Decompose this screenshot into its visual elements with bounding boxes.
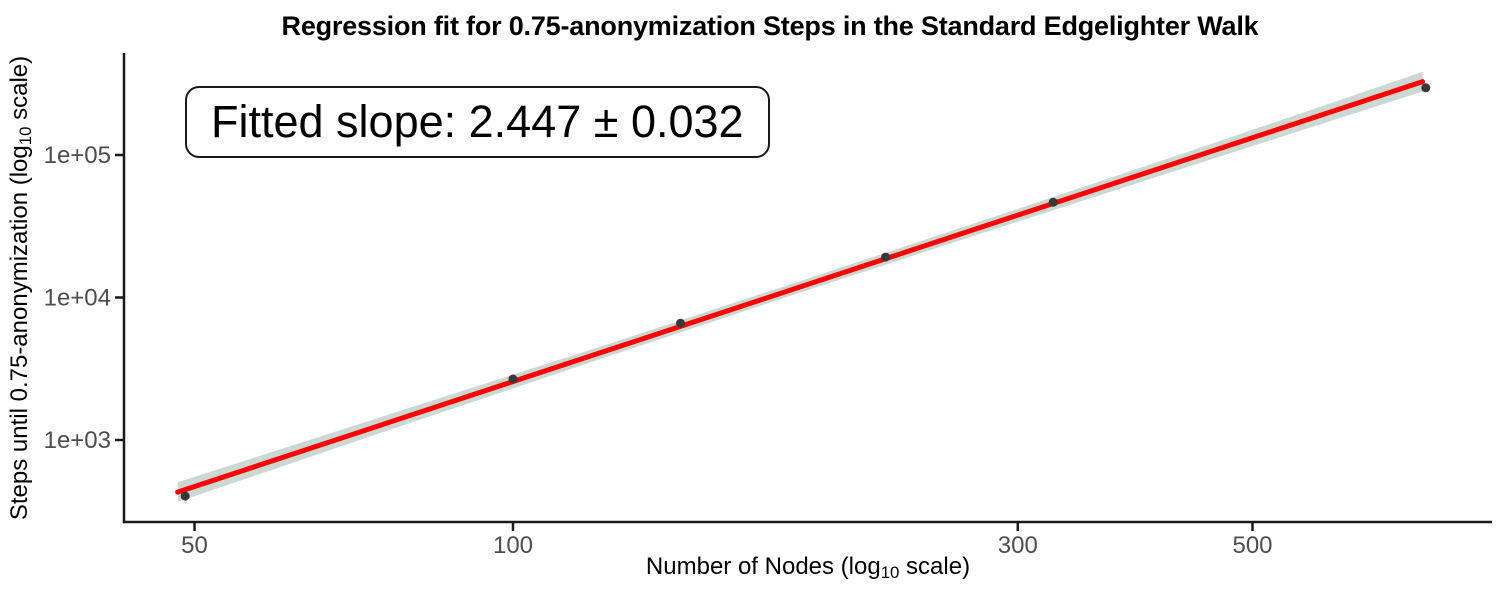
data-point [508, 374, 518, 384]
x-tick-label: 50 [181, 532, 208, 559]
fit-line [175, 79, 1426, 495]
data-point [1421, 83, 1431, 93]
x-tick-label: 300 [998, 532, 1038, 559]
x-tick-label: 500 [1232, 532, 1272, 559]
fitted-slope-text: Fitted slope: 2.447 ± 0.032 [211, 96, 744, 147]
x-axis-title: Number of Nodes (log10 scale) [124, 553, 1492, 583]
x-axis-title-subscript: 10 [880, 563, 900, 583]
y-tick-label: 1e+05 [44, 142, 111, 169]
data-point [881, 252, 891, 262]
x-tick-label: 100 [493, 532, 533, 559]
y-tick-label: 1e+03 [44, 427, 111, 454]
chart-title: Regression fit for 0.75-anonymization St… [281, 11, 1259, 41]
data-point [180, 491, 190, 501]
x-axis-title-suffix: scale) [899, 553, 971, 580]
data-point [1048, 197, 1058, 207]
fitted-slope-annotation: Fitted slope: 2.447 ± 0.032 [185, 86, 770, 158]
x-axis-title-text: Number of Nodes (log [645, 553, 881, 580]
y-tick-label: 1e+04 [44, 285, 111, 312]
data-point [676, 318, 685, 328]
